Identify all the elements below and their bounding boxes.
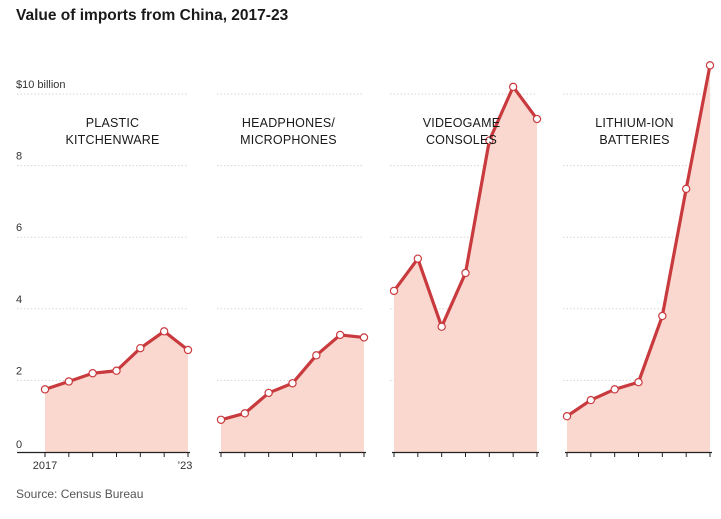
data-point bbox=[159, 327, 169, 336]
y-tick-label: 2 bbox=[16, 365, 22, 377]
data-point bbox=[413, 254, 423, 263]
y-tick-label: 8 bbox=[16, 151, 22, 163]
data-point bbox=[437, 322, 446, 331]
data-point bbox=[40, 385, 50, 394]
data-point bbox=[359, 333, 369, 342]
data-point bbox=[586, 395, 596, 405]
data-point bbox=[264, 388, 273, 398]
chart-title: Value of imports from China, 2017-23 bbox=[16, 7, 289, 24]
source-note: Source: Census Bureau bbox=[16, 487, 144, 501]
data-point bbox=[562, 412, 572, 421]
y-tick-label: 4 bbox=[16, 294, 22, 306]
data-point bbox=[610, 385, 619, 394]
data-point bbox=[634, 377, 643, 387]
panel-title: PLASTIC bbox=[86, 116, 140, 130]
panel-title: KITCHENWARE bbox=[65, 133, 159, 147]
panel-title: BATTERIES bbox=[599, 133, 669, 147]
data-point bbox=[112, 366, 121, 375]
y-tick-label: 6 bbox=[16, 222, 22, 234]
y-tick-label: 0 bbox=[16, 439, 22, 451]
series-area bbox=[45, 331, 188, 452]
x-tick-label: ’23 bbox=[178, 460, 193, 472]
data-point bbox=[485, 136, 494, 145]
data-point bbox=[705, 61, 715, 70]
panel-title: CONSOLES bbox=[426, 133, 497, 147]
data-point bbox=[312, 351, 321, 360]
data-point bbox=[64, 377, 74, 386]
y-tick-label: $10 billion bbox=[16, 79, 66, 91]
panel-title: LITHIUM-ION bbox=[595, 116, 674, 130]
data-point bbox=[658, 311, 667, 321]
data-point bbox=[88, 369, 97, 378]
data-point bbox=[240, 409, 250, 418]
series-area bbox=[567, 65, 710, 453]
panel-title: VIDEOGAME bbox=[423, 116, 501, 130]
data-point bbox=[216, 415, 226, 424]
data-point bbox=[136, 343, 145, 353]
series-area bbox=[221, 334, 364, 452]
panel-title: MICROPHONES bbox=[240, 133, 337, 147]
data-point bbox=[183, 345, 193, 355]
x-tick-label: 2017 bbox=[33, 460, 57, 472]
data-point bbox=[508, 82, 518, 92]
panel-title: HEADPHONES/ bbox=[242, 116, 336, 130]
data-point bbox=[389, 286, 399, 296]
data-point bbox=[335, 330, 345, 340]
data-point bbox=[288, 379, 297, 388]
data-point bbox=[532, 114, 542, 124]
data-point bbox=[681, 184, 691, 194]
data-point bbox=[461, 268, 470, 278]
series-area bbox=[394, 86, 537, 452]
